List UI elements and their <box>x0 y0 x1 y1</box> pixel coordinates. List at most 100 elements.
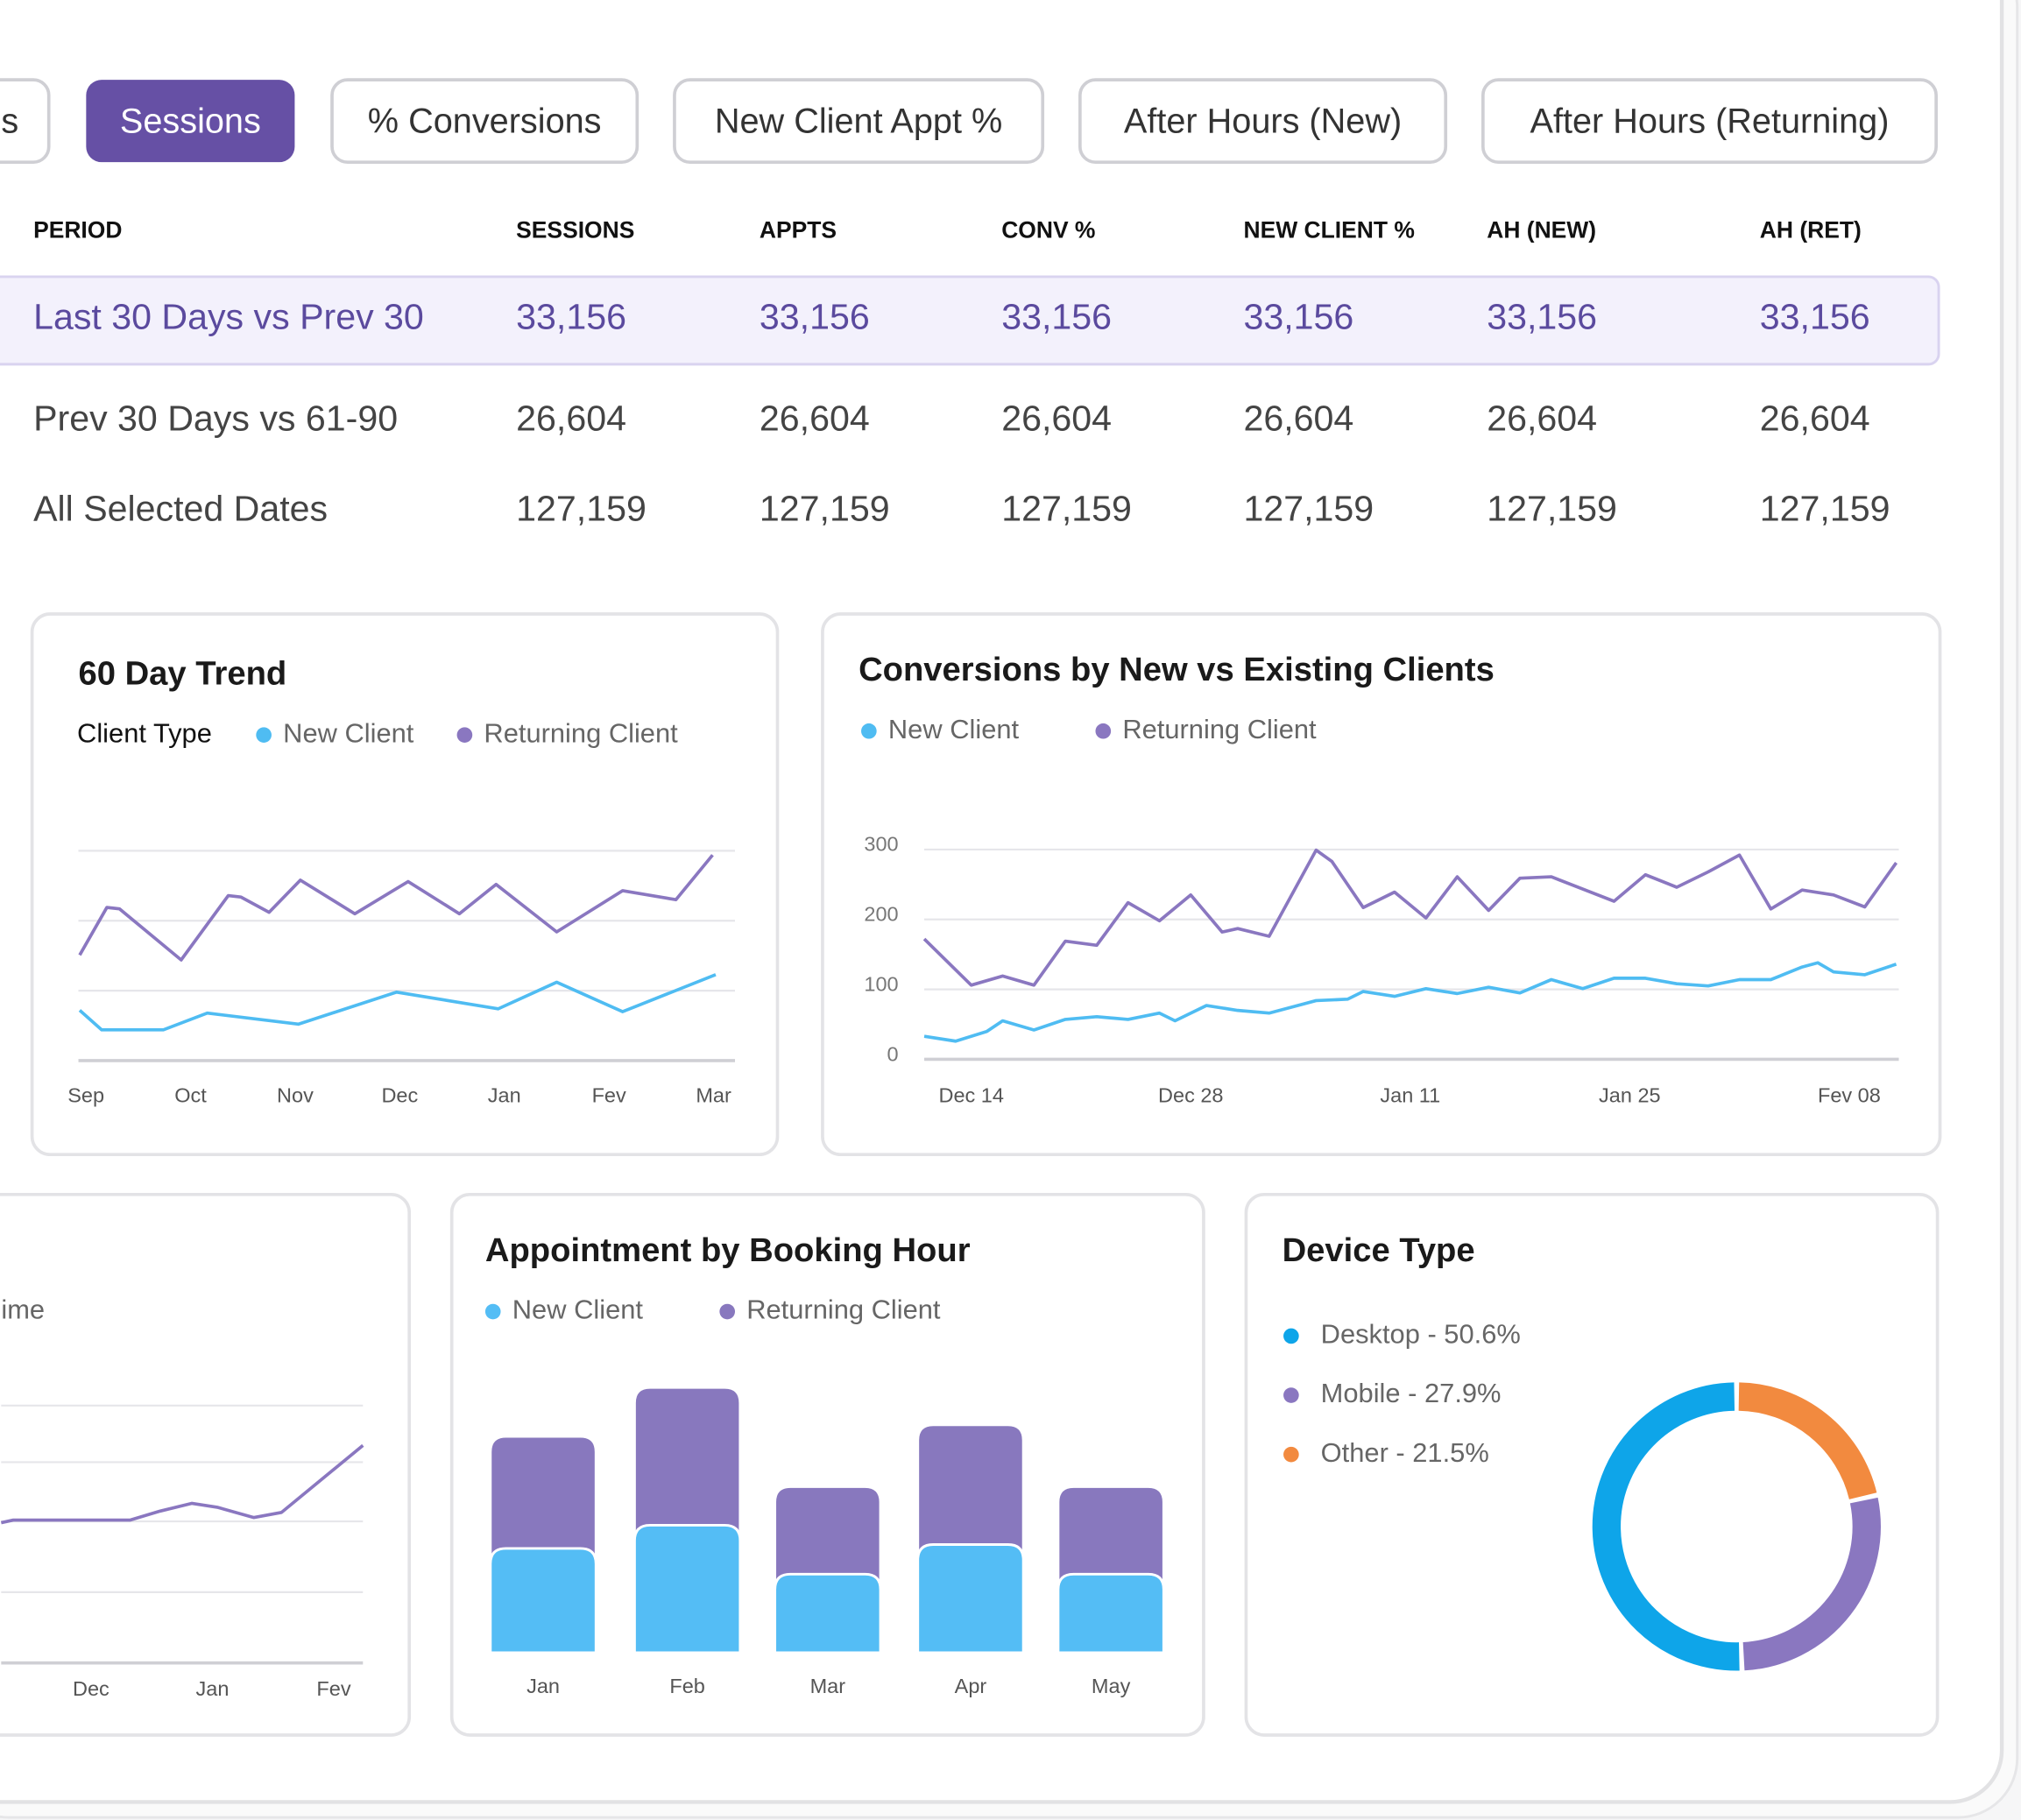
tab[interactable] <box>1078 78 1448 165</box>
table-cell: 127,159 <box>760 488 890 528</box>
legend-title: Client Type <box>77 717 212 748</box>
line-series <box>923 961 1897 1043</box>
legend-label: New Client <box>888 714 1020 744</box>
table-cell: 26,604 <box>1760 398 1870 438</box>
x-tick-label: Mar <box>810 1675 846 1697</box>
legend-dot <box>1095 723 1112 739</box>
x-tick-label: Jan <box>196 1677 230 1700</box>
legend-dot <box>861 723 877 739</box>
tab-label: s <box>1 102 18 141</box>
card <box>821 612 1942 1157</box>
table-cell: 127,159 <box>1243 488 1374 528</box>
x-tick-label: Mar <box>696 1083 731 1106</box>
table-cell: 33,156 <box>1243 296 1353 336</box>
tab-label: % Conversions <box>368 102 602 141</box>
x-tick-label: May <box>1092 1675 1131 1697</box>
donut-segment <box>1592 1382 1740 1671</box>
x-tick-label: Fev 08 <box>1818 1083 1881 1106</box>
legend-label: New Client <box>283 717 414 748</box>
legend-label: Desktop - 50.6% <box>1321 1319 1521 1350</box>
table-cell: 26,604 <box>760 398 870 438</box>
legend-label: Mobile - 27.9% <box>1321 1378 1502 1408</box>
x-tick-label: Nov <box>277 1083 314 1106</box>
tab[interactable] <box>330 78 640 165</box>
legend-dot <box>719 1303 736 1320</box>
column-header: APPTS <box>760 217 837 243</box>
x-tick-label: Fev <box>316 1677 350 1700</box>
table-cell: 33,156 <box>1487 296 1597 336</box>
x-tick-label: Sep <box>67 1083 104 1106</box>
line-series <box>78 854 714 962</box>
table-cell: Prev 30 Days vs 61-90 <box>33 398 398 438</box>
line-series <box>922 848 1898 987</box>
column-header: SESSIONS <box>516 217 634 243</box>
x-tick-label: Dec <box>73 1677 110 1700</box>
legend-dot <box>456 727 473 743</box>
table-cell: 33,156 <box>1760 296 1870 336</box>
bar-segment <box>489 1547 597 1654</box>
y-tick-label: 200 <box>864 903 898 926</box>
chart-title: Conversions by New vs Existing Clients <box>859 651 1495 688</box>
tab-label: After Hours (Returning) <box>1530 102 1890 141</box>
chart-title: Device Type <box>1283 1231 1475 1269</box>
chart-title: 60 Day Trend <box>79 655 287 693</box>
column-header: PERIOD <box>33 217 122 243</box>
table-cell: 26,604 <box>1001 398 1112 438</box>
y-tick-label: 100 <box>864 972 898 995</box>
x-tick-label: Fev <box>592 1083 626 1106</box>
tab[interactable] <box>673 78 1045 165</box>
x-tick-label: Jan 25 <box>1599 1083 1661 1106</box>
legend-label: Other - 21.5% <box>1321 1437 1489 1468</box>
legend-label: Returning Client <box>484 717 678 748</box>
tab-label: New Client Appt % <box>715 102 1002 141</box>
x-tick-label: Oct <box>174 1083 207 1106</box>
table-cell: 127,159 <box>516 488 647 528</box>
x-tick-label: Jan <box>526 1675 560 1697</box>
bar-segment <box>489 1435 597 1568</box>
legend-dot <box>256 727 272 743</box>
x-tick-label: Apr <box>955 1675 987 1697</box>
column-header: AH (RET) <box>1760 217 1862 243</box>
y-tick-label: 0 <box>887 1042 899 1065</box>
donut-segment <box>1742 1497 1881 1671</box>
card <box>1244 1192 1940 1737</box>
table-cell: 33,156 <box>1001 296 1112 336</box>
x-tick-label: Dec <box>381 1083 418 1106</box>
table-cell: All Selected Dates <box>33 488 328 528</box>
table-cell: 127,159 <box>1487 488 1617 528</box>
legend-dot <box>484 1303 501 1320</box>
tab-active[interactable] <box>86 80 295 163</box>
table: PERIOD SESSIONS APPTS CONV % NEW CLIENT % AH … <box>33 217 1890 529</box>
legend-label: Returning Client <box>1122 714 1317 744</box>
x-tick-label: Feb <box>669 1675 705 1697</box>
donut-segment <box>1738 1382 1877 1500</box>
x-tick-label: Dec 14 <box>938 1083 1003 1106</box>
tab-label: After Hours (New) <box>1124 102 1402 141</box>
bar-segment <box>916 1423 1025 1564</box>
bar-segment <box>916 1543 1025 1654</box>
tab[interactable] <box>0 78 51 164</box>
highlight-row <box>0 275 1940 366</box>
x-tick-label: Jan 11 <box>1380 1083 1440 1106</box>
legend-dot <box>1283 1446 1299 1463</box>
tabs: s Sessions % Conversions New Client Appt… <box>0 78 1938 165</box>
table-cell: 127,159 <box>1001 488 1132 528</box>
chart-subtitle: ime <box>1 1294 45 1325</box>
column-header: CONV % <box>1001 217 1095 243</box>
tab-label: Sessions <box>120 102 261 141</box>
y-tick-label: 300 <box>864 833 898 856</box>
table-cell: Last 30 Days vs Prev 30 <box>33 296 424 336</box>
card <box>0 1192 412 1737</box>
column-header: NEW CLIENT % <box>1243 217 1414 243</box>
x-tick-label: Jan <box>488 1083 521 1106</box>
tab[interactable] <box>1481 78 1938 165</box>
table-cell: 33,156 <box>760 296 870 336</box>
table-cell: 26,604 <box>1487 398 1597 438</box>
bar-segment <box>1056 1485 1165 1594</box>
table-cell: 26,604 <box>1243 398 1353 438</box>
bar-segment <box>774 1485 882 1594</box>
legend-label: Returning Client <box>746 1294 941 1325</box>
line-series <box>78 973 717 1032</box>
